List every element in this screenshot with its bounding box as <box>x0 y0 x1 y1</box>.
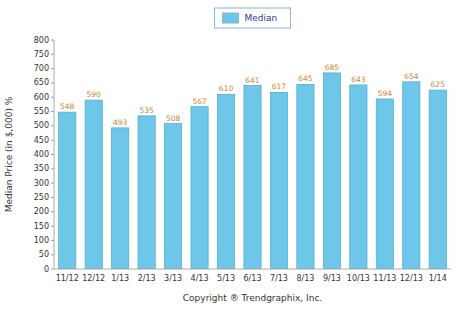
value-label: 548 <box>60 102 75 111</box>
y-tick-label: 800 <box>34 36 49 45</box>
y-tick-label: 0 <box>44 265 49 274</box>
bar <box>350 85 367 269</box>
x-tick-label: 4/13 <box>191 274 209 283</box>
bar <box>217 94 234 269</box>
y-tick-label: 550 <box>34 107 49 116</box>
value-label: 590 <box>87 90 102 99</box>
x-tick-label: 11/12 <box>56 274 79 283</box>
y-tick-label: 100 <box>34 236 49 245</box>
bar <box>85 100 102 269</box>
bar <box>59 112 76 269</box>
y-tick-label: 300 <box>34 179 49 188</box>
y-tick-label: 400 <box>34 150 49 159</box>
y-tick-label: 350 <box>34 164 49 173</box>
y-tick-label: 150 <box>34 222 49 231</box>
y-tick-label: 450 <box>34 136 49 145</box>
bar <box>244 86 261 269</box>
x-axis-label: Copyright ® Trendgraphix, Inc. <box>183 293 322 303</box>
bar <box>270 92 287 269</box>
value-label: 643 <box>351 75 366 84</box>
value-label: 493 <box>113 118 128 127</box>
x-tick-label: 11/13 <box>373 274 396 283</box>
legend-swatch <box>223 13 239 23</box>
legend: Median <box>215 8 291 28</box>
x-tick-label: 9/13 <box>323 274 341 283</box>
x-tick-label: 3/13 <box>164 274 182 283</box>
bar <box>112 128 129 269</box>
y-axis-line <box>54 40 55 269</box>
bar <box>429 90 446 269</box>
bar <box>191 107 208 269</box>
bar <box>376 99 393 269</box>
y-axis-label: Median Price (in $,000) % <box>4 96 14 212</box>
bar <box>138 116 155 269</box>
value-label: 508 <box>166 114 181 123</box>
x-tick-label: 1/14 <box>429 274 447 283</box>
x-tick-label: 8/13 <box>296 274 314 283</box>
value-label: 641 <box>245 76 260 85</box>
x-axis-line <box>54 269 451 270</box>
bar <box>164 124 181 269</box>
value-label: 610 <box>219 84 234 93</box>
value-label: 685 <box>325 63 340 72</box>
value-label: 625 <box>431 80 446 89</box>
legend-label: Median <box>245 13 278 23</box>
bar <box>403 82 420 269</box>
x-tick-label: 6/13 <box>244 274 262 283</box>
bar <box>297 84 314 269</box>
x-tick-label: 1/13 <box>111 274 129 283</box>
x-tick-label: 5/13 <box>217 274 235 283</box>
y-tick-label: 600 <box>34 93 49 102</box>
value-label: 617 <box>272 82 287 91</box>
value-label: 535 <box>139 106 154 115</box>
value-label: 594 <box>378 89 393 98</box>
x-tick-label: 10/13 <box>347 274 370 283</box>
y-tick-label: 650 <box>34 78 49 87</box>
x-tick-label: 2/13 <box>138 274 156 283</box>
y-tick-label: 500 <box>34 121 49 130</box>
x-tick-label: 7/13 <box>270 274 288 283</box>
bars <box>59 73 447 269</box>
legend-frame <box>215 8 291 28</box>
y-tick-label: 200 <box>34 207 49 216</box>
value-label: 645 <box>298 74 313 83</box>
bar <box>323 73 340 269</box>
value-label: 654 <box>404 72 419 81</box>
chart: 0 50 100 150 200 250 300 350 400 450 500 550 600 650 7… <box>0 0 459 311</box>
y-tick-label: 700 <box>34 64 49 73</box>
x-tick-label: 12/13 <box>400 274 423 283</box>
value-label: 567 <box>192 97 207 106</box>
y-tick-label: 50 <box>39 250 49 259</box>
x-tick-label: 12/12 <box>82 274 105 283</box>
y-tick-label: 250 <box>34 193 49 202</box>
y-tick-label: 750 <box>34 50 49 59</box>
